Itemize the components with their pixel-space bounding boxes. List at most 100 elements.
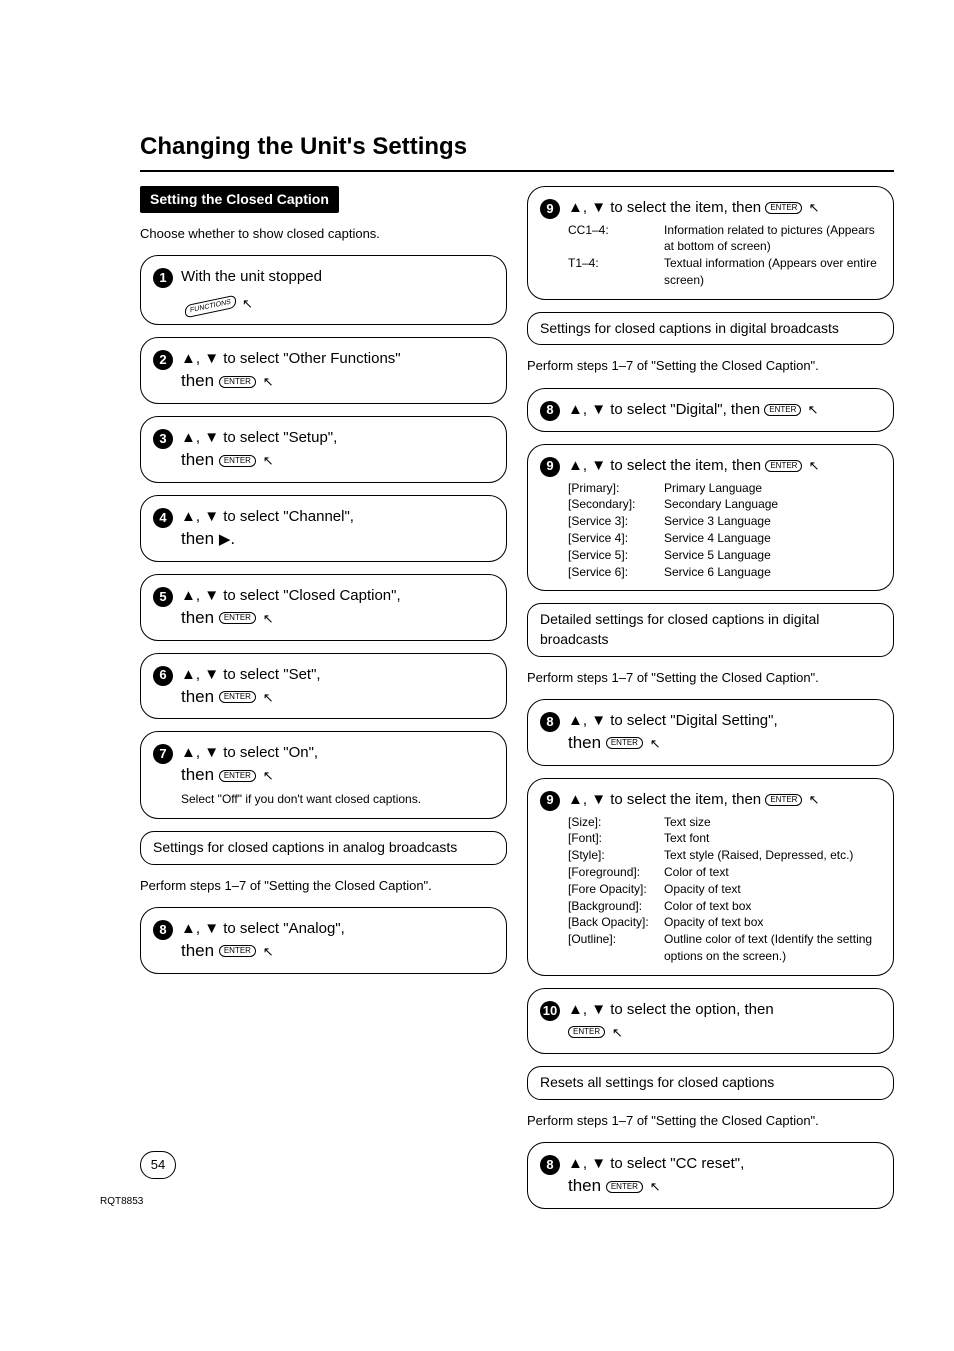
step-number-9: 9	[540, 791, 560, 811]
enter-button-icon: ENTER	[764, 404, 801, 416]
down-arrow-icon: ▼	[204, 508, 219, 525]
step-box-8c: 8 ▲, ▼ to select "Digital Setting", then…	[527, 699, 894, 766]
down-arrow-icon: ▼	[204, 920, 219, 937]
step-number-8: 8	[540, 1155, 560, 1175]
step-box-8d: 8 ▲, ▼ to select "CC reset", then ENTER …	[527, 1142, 894, 1209]
step3-text: to select "Setup",	[223, 429, 337, 446]
right-column: 9 ▲, ▼ to select the item, then ENTER ↖ …	[527, 186, 894, 1209]
perform-line-left: Perform steps 1–7 of "Setting the Closed…	[140, 877, 507, 895]
step8b-text: to select "Digital", then	[610, 401, 764, 418]
up-arrow-icon: ▲	[181, 744, 196, 761]
enter-button-icon: ENTER	[219, 455, 256, 467]
step9c-text: to select the item, then	[610, 791, 765, 808]
step-number-7: 7	[153, 744, 173, 764]
up-arrow-icon: ▲	[181, 508, 196, 525]
def-key: [Back Opacity]:	[568, 914, 658, 931]
cursor-icon: ↖	[809, 200, 820, 215]
cursor-icon: ↖	[263, 611, 274, 626]
down-arrow-icon: ▼	[204, 666, 219, 683]
down-arrow-icon: ▼	[591, 1001, 606, 1018]
cursor-icon: ↖	[612, 1025, 623, 1040]
def-val: Outline color of text (Identify the sett…	[664, 931, 881, 965]
up-arrow-icon: ▲	[181, 587, 196, 604]
def-key: [Fore Opacity]:	[568, 881, 658, 898]
step-box-7: 7 ▲, ▼ to select "On", then ENTER ↖ Sele…	[140, 731, 507, 819]
section-bar-wrap: Setting the Closed Caption	[140, 186, 507, 214]
def-val: Service 3 Language	[664, 513, 771, 530]
then-label: then	[181, 941, 214, 960]
step-number-3: 3	[153, 429, 173, 449]
step-number-1: 1	[153, 268, 173, 288]
enter-button-icon: ENTER	[765, 794, 802, 806]
step8d-text: to select "CC reset",	[610, 1155, 744, 1172]
def-val: Primary Language	[664, 480, 762, 497]
right-arrow-icon: ▶	[219, 531, 231, 548]
step10-text: to select the option, then	[610, 1001, 773, 1018]
def-key: [Background]:	[568, 898, 658, 915]
def-key: [Size]:	[568, 814, 658, 831]
cursor-icon: ↖	[242, 296, 253, 311]
step-number-5: 5	[153, 587, 173, 607]
step-box-1: 1 With the unit stopped FUNCTIONS ↖	[140, 255, 507, 325]
then-label: then	[181, 371, 214, 390]
analog-header: Settings for closed captions in analog b…	[140, 831, 507, 865]
def-val: Information related to pictures (Appears…	[664, 222, 881, 256]
def-val: Text font	[664, 830, 709, 847]
intro-text: Choose whether to show closed captions.	[140, 225, 507, 243]
perform-line-r1: Perform steps 1–7 of "Setting the Closed…	[527, 357, 894, 375]
up-arrow-icon: ▲	[181, 666, 196, 683]
down-arrow-icon: ▼	[591, 457, 606, 474]
down-arrow-icon: ▼	[591, 1155, 606, 1172]
step-number-4: 4	[153, 508, 173, 528]
step-box-8-analog: 8 ▲, ▼ to select "Analog", then ENTER ↖	[140, 907, 507, 974]
up-arrow-icon: ▲	[568, 712, 583, 729]
enter-button-icon: ENTER	[606, 1181, 643, 1193]
def-val: Textual information (Appears over entire…	[664, 255, 881, 289]
def-key: [Service 6]:	[568, 564, 658, 581]
def-key: [Secondary]:	[568, 496, 658, 513]
functions-button-icon: FUNCTIONS	[185, 295, 236, 319]
detail-header: Detailed settings for closed captions in…	[527, 603, 894, 656]
up-arrow-icon: ▲	[568, 1001, 583, 1018]
def-val: Opacity of text	[664, 881, 741, 898]
step4-suffix: .	[230, 529, 235, 548]
def-key: [Service 3]:	[568, 513, 658, 530]
reset-header: Resets all settings for closed captions	[527, 1066, 894, 1100]
step6-text: to select "Set",	[223, 666, 320, 683]
step-number-8: 8	[153, 920, 173, 940]
then-label: then	[568, 733, 601, 752]
down-arrow-icon: ▼	[204, 429, 219, 446]
cursor-icon: ↖	[808, 402, 819, 417]
step-box-9c: 9 ▲, ▼ to select the item, then ENTER ↖ …	[527, 778, 894, 976]
up-arrow-icon: ▲	[568, 401, 583, 418]
title-rule	[140, 170, 894, 172]
page-title: Changing the Unit's Settings	[140, 130, 894, 164]
up-arrow-icon: ▲	[568, 1155, 583, 1172]
step-box-2: 2 ▲, ▼ to select "Other Functions" then …	[140, 337, 507, 404]
step5-text: to select "Closed Caption",	[223, 587, 400, 604]
down-arrow-icon: ▼	[204, 350, 219, 367]
cursor-icon: ↖	[263, 453, 274, 468]
def-val: Service 5 Language	[664, 547, 771, 564]
then-label: then	[181, 687, 214, 706]
enter-button-icon: ENTER	[219, 691, 256, 703]
def-key: [Foreground]:	[568, 864, 658, 881]
enter-button-icon: ENTER	[219, 945, 256, 957]
step4-text: to select "Channel",	[223, 508, 354, 525]
perform-line-r3: Perform steps 1–7 of "Setting the Closed…	[527, 1112, 894, 1130]
enter-button-icon: ENTER	[568, 1026, 605, 1038]
perform-line-r2: Perform steps 1–7 of "Setting the Closed…	[527, 669, 894, 687]
step-number-10: 10	[540, 1001, 560, 1021]
def-val: Text size	[664, 814, 711, 831]
step8c-text: to select "Digital Setting",	[610, 712, 777, 729]
step-box-8b: 8 ▲, ▼ to select "Digital", then ENTER ↖	[527, 388, 894, 432]
enter-button-icon: ENTER	[219, 376, 256, 388]
def-key: [Font]:	[568, 830, 658, 847]
enter-button-icon: ENTER	[219, 612, 256, 624]
up-arrow-icon: ▲	[181, 429, 196, 446]
step-box-4: 4 ▲, ▼ to select "Channel", then ▶.	[140, 495, 507, 562]
step-number-6: 6	[153, 666, 173, 686]
enter-button-icon: ENTER	[606, 737, 643, 749]
step-box-3: 3 ▲, ▼ to select "Setup", then ENTER ↖	[140, 416, 507, 483]
cursor-icon: ↖	[263, 944, 274, 959]
